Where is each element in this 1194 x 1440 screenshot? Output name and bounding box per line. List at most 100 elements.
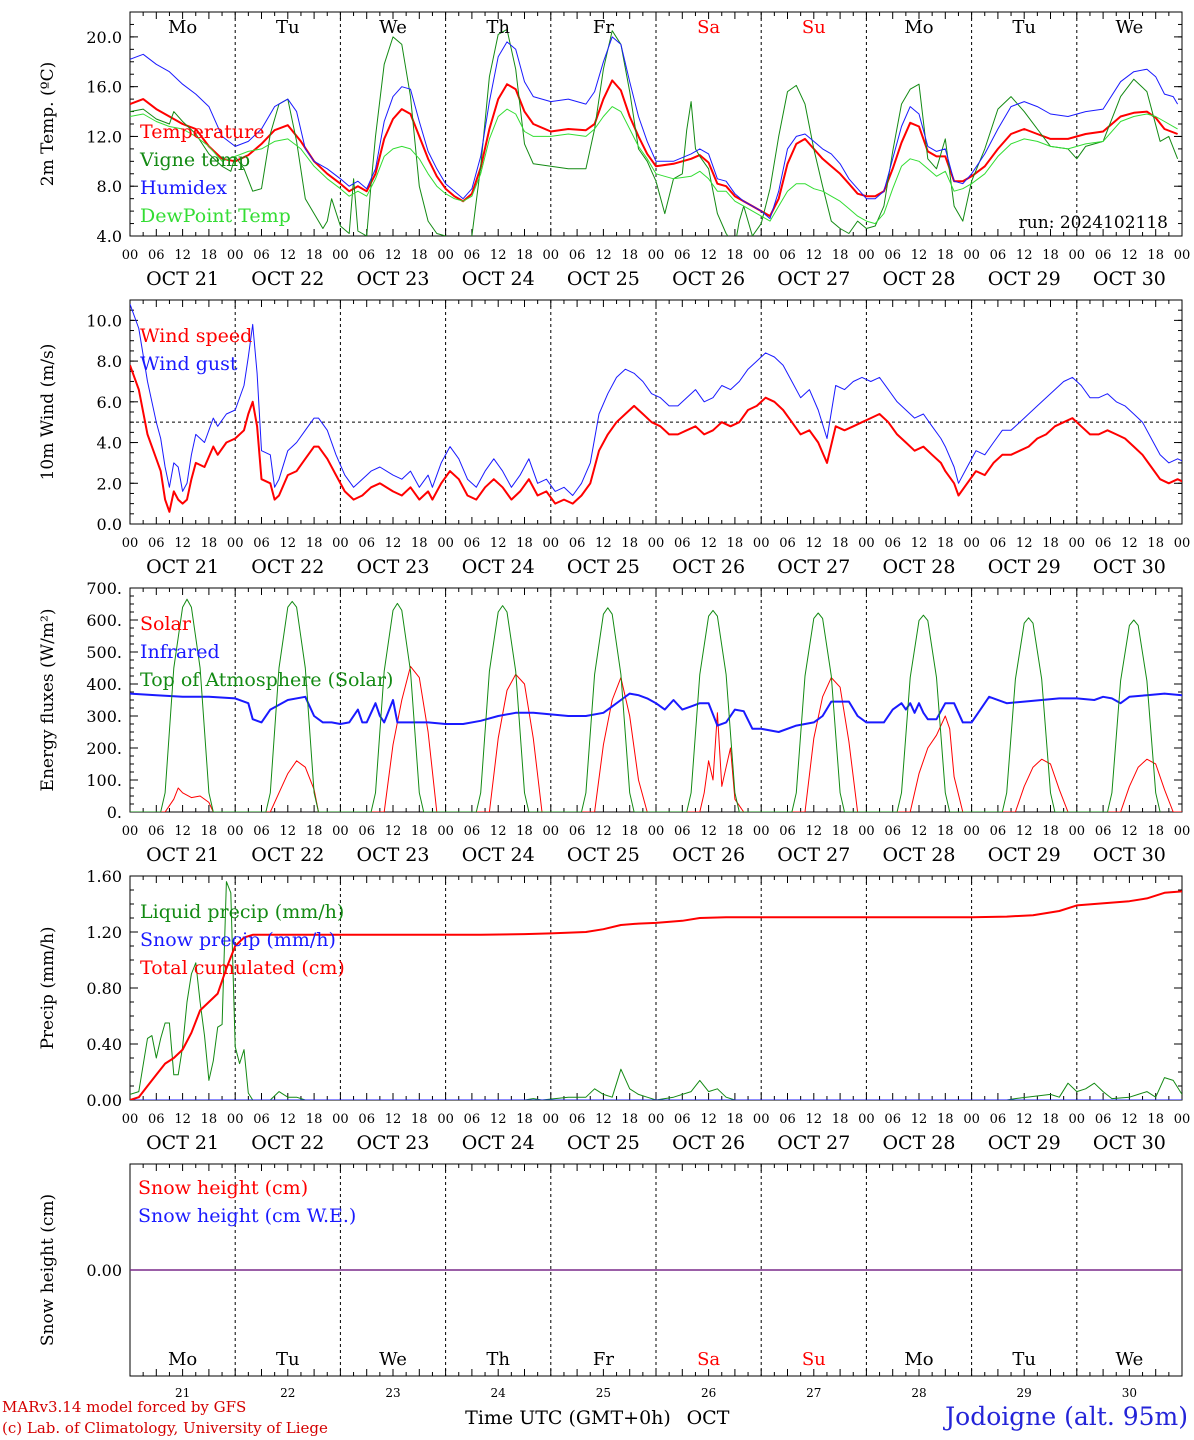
hour-label: 06 [358, 1112, 375, 1127]
hour-label: 00 [1174, 824, 1191, 839]
hour-label: 00 [648, 824, 665, 839]
hour-label: 18 [306, 536, 323, 551]
hour-label: 18 [832, 1112, 849, 1127]
hour-label: 12 [700, 536, 717, 551]
day-name: We [379, 17, 407, 38]
legend-entry: Snow precip (mm/h) [140, 929, 336, 951]
y-axis-label: Precip (mm/h) [38, 926, 58, 1049]
series-line [130, 106, 1178, 225]
date-label: OCT 28 [882, 556, 955, 578]
y-tick-label: 8.0 [97, 177, 122, 196]
hour-label: 18 [1042, 536, 1059, 551]
hour-label: 12 [1016, 1112, 1033, 1127]
y-tick-label: 0.00 [86, 1261, 122, 1280]
hour-label: 18 [727, 1112, 744, 1127]
hour-label: 06 [569, 248, 586, 263]
hour-label: 12 [1016, 248, 1033, 263]
date-label: OCT 27 [777, 556, 850, 578]
date-label: OCT 29 [988, 556, 1061, 578]
station-name: Jodoigne (alt. 95m) [945, 1402, 1188, 1431]
date-label: OCT 28 [882, 844, 955, 866]
hour-label: 06 [779, 248, 796, 263]
hour-label: 06 [1095, 1112, 1112, 1127]
date-label: OCT 21 [146, 268, 219, 290]
hour-label: 18 [621, 1112, 638, 1127]
hour-label: 00 [648, 1112, 665, 1127]
hour-label: 00 [963, 248, 980, 263]
day-name: Tu [1012, 17, 1036, 38]
y-tick-label: 200. [86, 739, 122, 758]
day-number: 26 [701, 1386, 716, 1400]
hour-label: 06 [464, 824, 481, 839]
hour-label: 18 [411, 824, 428, 839]
series-line [130, 881, 1182, 1100]
hour-label: 00 [648, 536, 665, 551]
hour-label: 06 [990, 248, 1007, 263]
hour-label: 00 [122, 536, 139, 551]
date-label: OCT 26 [672, 1132, 745, 1154]
hour-label: 06 [253, 1112, 270, 1127]
y-tick-label: 8.0 [97, 352, 122, 371]
date-label: OCT 30 [1093, 844, 1166, 866]
date-label: OCT 29 [988, 1132, 1061, 1154]
panel-2 [129, 299, 1183, 525]
hour-label: 18 [516, 824, 533, 839]
y-tick-label: 0.80 [86, 979, 122, 998]
day-number: 30 [1122, 1386, 1137, 1400]
hour-label: 18 [937, 824, 954, 839]
date-label: OCT 26 [672, 268, 745, 290]
series-line [130, 692, 1182, 733]
y-tick-label: 16.0 [86, 78, 122, 97]
series-line [130, 303, 1182, 496]
hour-label: 00 [122, 1112, 139, 1127]
hour-label: 18 [621, 536, 638, 551]
hour-label: 00 [1069, 536, 1086, 551]
date-label: OCT 27 [777, 844, 850, 866]
legend-entry: Total cumulated (cm) [140, 957, 345, 979]
hour-label: 12 [1016, 536, 1033, 551]
date-label: OCT 22 [251, 556, 324, 578]
hour-label: 12 [806, 248, 823, 263]
day-name: Tu [276, 17, 300, 38]
hour-label: 12 [174, 824, 191, 839]
hour-label: 18 [727, 536, 744, 551]
hour-label: 06 [674, 824, 691, 839]
hour-label: 06 [148, 1112, 165, 1127]
hour-label: 12 [1121, 1112, 1138, 1127]
hour-label: 12 [806, 824, 823, 839]
date-label: OCT 30 [1093, 268, 1166, 290]
series-line [130, 598, 1161, 812]
hour-label: 06 [674, 536, 691, 551]
hour-label: 12 [911, 824, 928, 839]
hour-label: 00 [753, 536, 770, 551]
day-name: Su [802, 1349, 826, 1370]
legend-entry: Wind speed [140, 325, 252, 347]
hour-label: 00 [963, 824, 980, 839]
hour-label: 12 [174, 536, 191, 551]
hour-label: 06 [358, 824, 375, 839]
hour-label: 00 [122, 248, 139, 263]
date-label: OCT 30 [1093, 556, 1166, 578]
hour-label: 12 [385, 536, 402, 551]
day-name: Sa [697, 17, 720, 38]
date-label: OCT 24 [462, 268, 535, 290]
y-axis-label: 2m Temp. (ºC) [38, 62, 58, 187]
hour-label: 12 [280, 248, 297, 263]
date-label: OCT 28 [882, 1132, 955, 1154]
hour-label: 12 [911, 536, 928, 551]
hour-label: 06 [358, 536, 375, 551]
date-label: OCT 23 [356, 1132, 429, 1154]
hour-label: 06 [464, 248, 481, 263]
date-label: OCT 28 [882, 268, 955, 290]
hour-label: 18 [1042, 824, 1059, 839]
hour-label: 06 [990, 1112, 1007, 1127]
hour-label: 12 [595, 536, 612, 551]
hour-label: 12 [700, 824, 717, 839]
hour-label: 00 [858, 248, 875, 263]
hour-label: 00 [437, 824, 454, 839]
hour-label: 18 [201, 536, 218, 551]
date-label: OCT 23 [356, 556, 429, 578]
day-number: 22 [280, 1386, 295, 1400]
hour-label: 00 [227, 248, 244, 263]
series-line [130, 79, 1178, 218]
